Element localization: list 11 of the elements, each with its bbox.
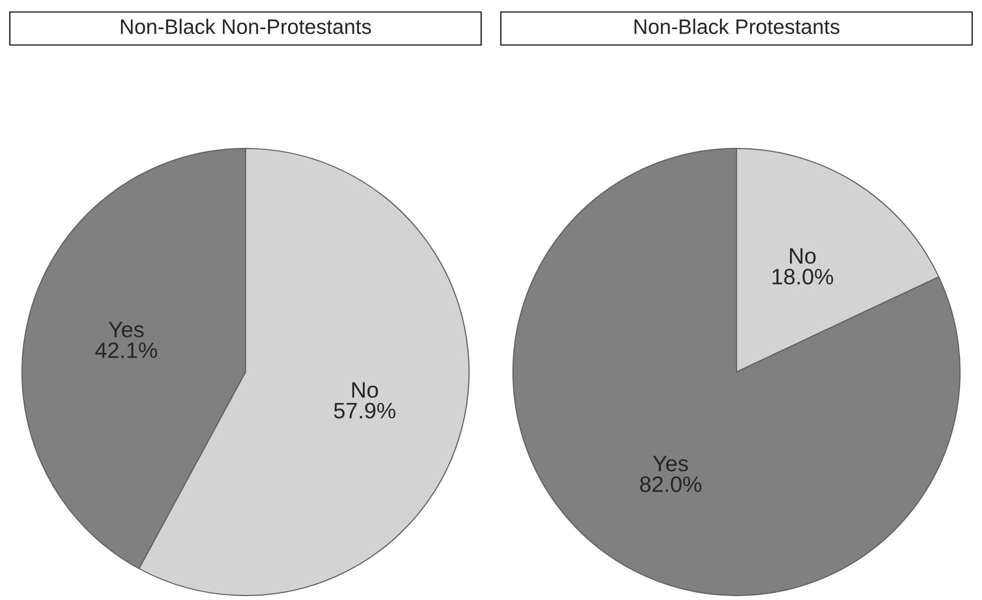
chart-title: Non-Black Protestants bbox=[634, 18, 840, 34]
slice-label: No bbox=[790, 248, 816, 264]
slice-label: No bbox=[352, 382, 378, 398]
pie-slice bbox=[512, 148, 961, 596]
data-label: 57.9% bbox=[334, 402, 396, 419]
slice-label: Yes bbox=[652, 456, 688, 472]
chart-title: Non-Black Non-Protestants bbox=[121, 18, 371, 34]
data-label: 18.0% bbox=[772, 268, 834, 285]
data-label: 82.0% bbox=[640, 476, 702, 492]
slice-label: Yes bbox=[108, 322, 144, 338]
data-label: 42.1% bbox=[95, 342, 158, 358]
